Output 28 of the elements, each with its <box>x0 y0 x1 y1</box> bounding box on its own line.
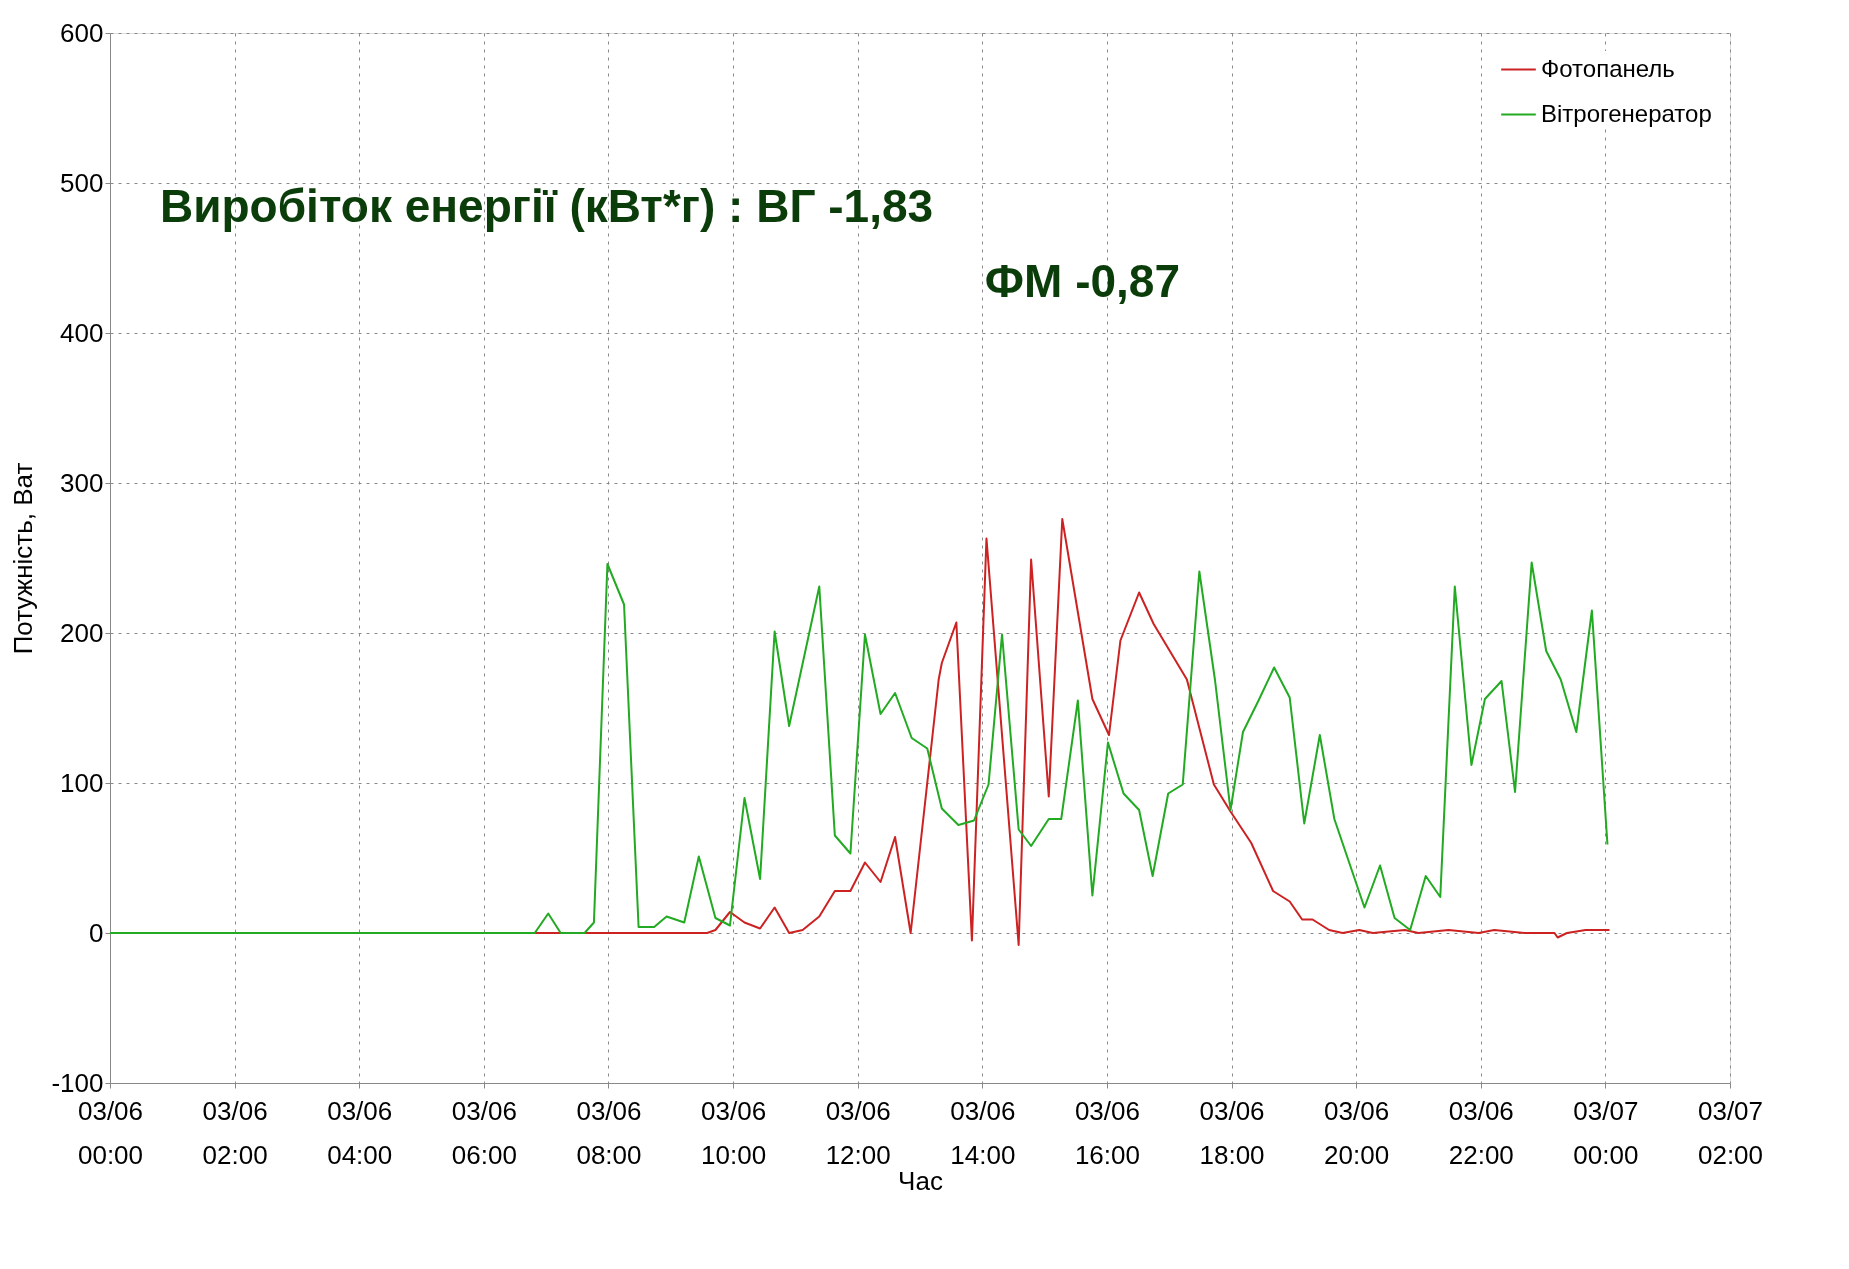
y-tick-label: 600 <box>60 17 104 48</box>
x-tick-label: 03/06 16:00 <box>1074 1095 1140 1170</box>
y-tick-label: 300 <box>60 467 104 498</box>
legend-label: Вітрогенератор <box>1541 99 1712 127</box>
x-tick-label: 03/06 18:00 <box>1199 1095 1265 1170</box>
x-tick-label: 03/06 04:00 <box>327 1095 393 1170</box>
x-tick-label: 03/06 14:00 <box>950 1095 1016 1170</box>
x-tick-label: 03/06 22:00 <box>1448 1095 1514 1170</box>
y-axis-title: Потужність, Ват <box>8 462 39 655</box>
x-tick-label: 03/06 06:00 <box>451 1095 517 1170</box>
x-tick-label: 03/06 00:00 <box>77 1095 144 1170</box>
y-tick-label: 0 <box>89 917 104 948</box>
y-tick-label: -100 <box>51 1067 104 1098</box>
x-tick-label: 03/06 02:00 <box>202 1095 268 1170</box>
x-tick-label: 03/07 00:00 <box>1573 1095 1639 1170</box>
annotation: ФМ -0,87 <box>984 255 1180 307</box>
x-axis-title: Час <box>898 1165 943 1196</box>
y-tick-label: 500 <box>60 167 104 198</box>
legend-label: Фотопанель <box>1541 54 1675 82</box>
x-tick-label: 03/06 08:00 <box>576 1095 642 1170</box>
x-tick-label: 03/06 12:00 <box>825 1095 891 1170</box>
y-tick-label: 400 <box>60 317 104 348</box>
y-tick-label: 100 <box>60 767 104 798</box>
annotation: Виробіток енергії (кВт*г) : ВГ -1,83 <box>160 180 934 232</box>
y-tick-label: 200 <box>60 617 104 648</box>
x-tick-label: 03/06 10:00 <box>701 1095 767 1170</box>
x-tick-label: 03/06 20:00 <box>1324 1095 1390 1170</box>
x-tick-label: 03/07 02:00 <box>1697 1095 1764 1170</box>
